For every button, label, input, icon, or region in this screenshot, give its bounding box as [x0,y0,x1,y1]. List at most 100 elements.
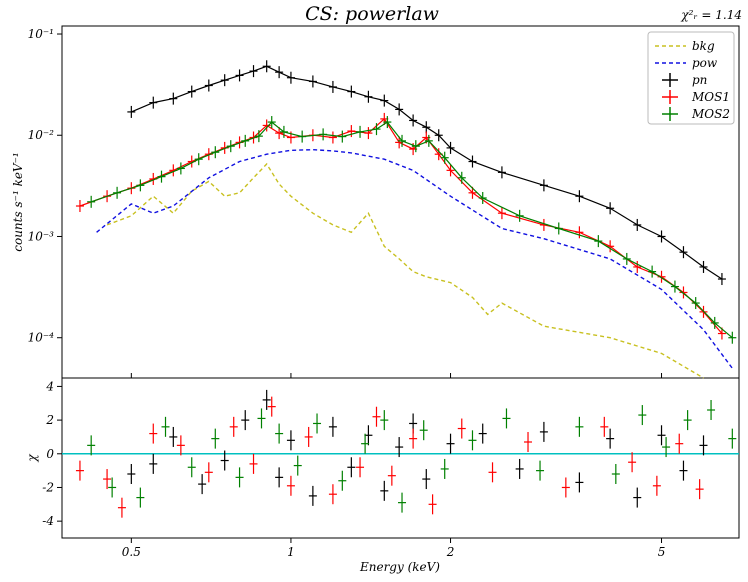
residual-point-mos2 [419,420,428,441]
x-tick-label: 1 [287,545,295,559]
data-point-pn [187,85,196,98]
residual-point-mos1 [229,416,238,437]
residual-point-mos2 [468,430,477,451]
data-point-pn [497,166,506,179]
legend: bkg pow pn MOS1 MOS2 [647,31,735,125]
residual-point-pn [478,423,487,444]
residual-point-mos1 [457,418,466,439]
data-point-pn [539,179,548,192]
data-point-mos1 [275,127,284,140]
residual-y-axis-label: χ [25,454,39,463]
data-point-pn [235,69,244,82]
residual-point-pn [347,457,356,478]
legend-label-pn: pn [692,73,707,87]
legend-label-pow: pow [692,56,718,70]
residual-point-pn [328,416,337,437]
data-point-mos2 [113,186,122,199]
data-point-mos2 [372,123,381,136]
data-point-pn [347,85,356,98]
data-point-mos2 [241,134,250,147]
residual-point-mos1 [524,432,533,452]
residual-point-mos2 [338,470,347,491]
residual-point-pn [149,453,158,474]
data-point-mos1 [446,164,455,177]
data-point-pn [262,60,271,73]
residual-point-mos1 [372,406,381,427]
residual-point-mos1 [117,497,126,518]
residual-point-pn [220,450,229,471]
residual-point-mos1 [328,484,337,505]
y-tick-label: 10⁻¹ [28,27,54,41]
series-line-bkg [106,162,704,379]
residual-point-mos2 [293,455,302,476]
data-point-mos1 [633,260,642,273]
data-point-mos2 [267,116,276,129]
data-point-pn [395,103,404,116]
y-tick-label: 10⁻⁴ [28,331,55,345]
data-point-mos1 [657,270,666,283]
residual-point-mos1 [600,416,609,437]
residual-point-mos1 [75,460,84,481]
data-point-mos2 [411,140,420,153]
residual-point-mos1 [149,423,158,444]
reduced-chi-square-label: χ²ᵣ = 1.14 [680,8,742,22]
residual-point-mos2 [707,400,716,420]
data-point-mos2 [478,191,487,204]
data-point-mos1 [497,207,506,220]
data-point-pn [422,121,431,134]
residual-point-mos1 [176,435,185,456]
residual-point-mos2 [728,428,737,449]
residual-point-mos1 [675,433,684,454]
residual-y-tick-label: -2 [42,480,54,494]
data-point-pn [127,105,136,118]
x-tick-label: 0.5 [122,545,141,559]
data-point-pn [220,74,229,87]
data-point-mos2 [710,316,719,329]
data-point-mos2 [211,146,220,159]
x-tick-label: 2 [446,545,455,559]
data-point-pn [286,71,295,84]
data-point-mos2 [319,128,328,141]
legend-label-mos2: MOS2 [691,107,730,121]
spectrum-marks [75,60,737,379]
residual-point-mos2 [275,423,284,444]
residual-point-mos1 [103,469,112,490]
residual-point-mos2 [87,435,96,456]
residual-point-mos2 [440,458,449,479]
residual-point-mos2 [257,408,266,429]
residual-point-pn [275,467,284,488]
data-point-pn [364,90,373,103]
residual-point-pn [198,474,207,495]
residual-point-mos1 [204,462,213,483]
data-point-mos2 [424,134,433,147]
data-point-mos2 [194,153,203,166]
residual-point-pn [364,425,373,446]
data-point-pn [699,260,708,273]
data-point-mos2 [554,222,563,235]
data-point-mos2 [648,265,657,278]
residual-point-pn [308,485,317,506]
residual-point-mos2 [211,428,220,449]
residual-point-mos2 [611,464,620,484]
residual-point-mos1 [488,462,497,483]
x-tick-label: 5 [658,545,666,559]
residual-point-pn [515,458,524,479]
data-point-pn [249,65,258,78]
residual-point-mos1 [409,428,418,449]
data-point-pn [409,114,418,127]
data-point-pn [308,75,317,88]
residual-point-mos2 [502,408,511,429]
residual-point-mos2 [361,433,370,454]
data-point-mos2 [670,280,679,293]
data-point-mos2 [728,331,737,344]
data-point-mos1 [347,125,356,138]
residual-point-pn [262,389,271,410]
residual-y-tick-label: -4 [42,514,54,528]
data-point-pn [679,246,688,259]
data-point-pn [633,218,642,231]
data-point-pn [606,202,615,215]
y-tick-label: 10⁻² [28,128,55,142]
chart-title: CS: powerlaw [305,3,439,25]
residual-point-mos1 [428,494,437,515]
